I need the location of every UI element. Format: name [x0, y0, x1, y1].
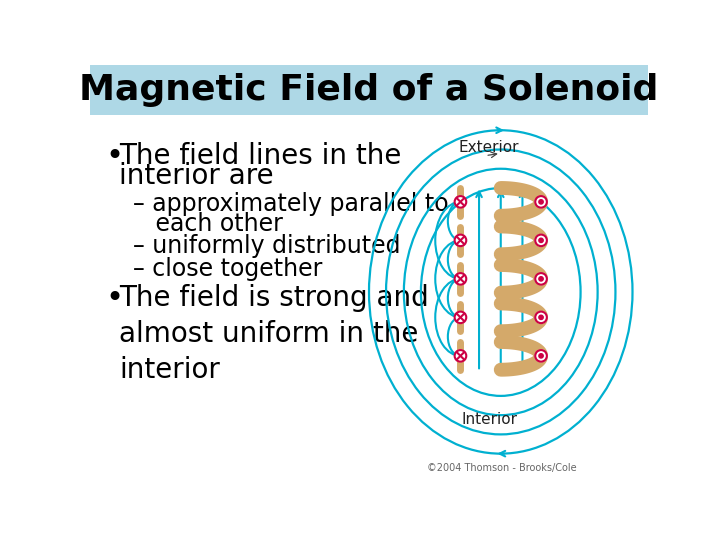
Text: – close together: – close together [132, 256, 322, 281]
Circle shape [535, 234, 547, 246]
Circle shape [539, 200, 543, 204]
Circle shape [454, 350, 467, 362]
Text: ©2004 Thomson - Brooks/Cole: ©2004 Thomson - Brooks/Cole [427, 463, 577, 473]
Circle shape [454, 312, 467, 323]
Circle shape [535, 196, 547, 208]
Text: each other: each other [132, 212, 282, 236]
Text: The field lines in the: The field lines in the [120, 142, 402, 170]
Text: Magnetic Field of a Solenoid: Magnetic Field of a Solenoid [79, 73, 659, 107]
Circle shape [539, 276, 543, 281]
Circle shape [454, 273, 467, 285]
Text: •: • [106, 284, 124, 313]
Bar [90, 65, 648, 115]
Circle shape [535, 350, 547, 362]
Circle shape [539, 238, 543, 242]
Text: The field is strong and
almost uniform in the
interior: The field is strong and almost uniform i… [120, 284, 429, 383]
Circle shape [454, 234, 467, 246]
Circle shape [539, 354, 543, 358]
Text: Exterior: Exterior [458, 140, 518, 156]
Text: – uniformly distributed: – uniformly distributed [132, 234, 400, 258]
Circle shape [539, 315, 543, 320]
Text: – approximately parallel to: – approximately parallel to [132, 192, 449, 216]
Text: interior are: interior are [120, 162, 274, 190]
Text: Interior: Interior [461, 411, 517, 427]
Circle shape [535, 312, 547, 323]
Circle shape [454, 196, 467, 208]
Circle shape [535, 273, 547, 285]
Text: •: • [106, 142, 124, 171]
